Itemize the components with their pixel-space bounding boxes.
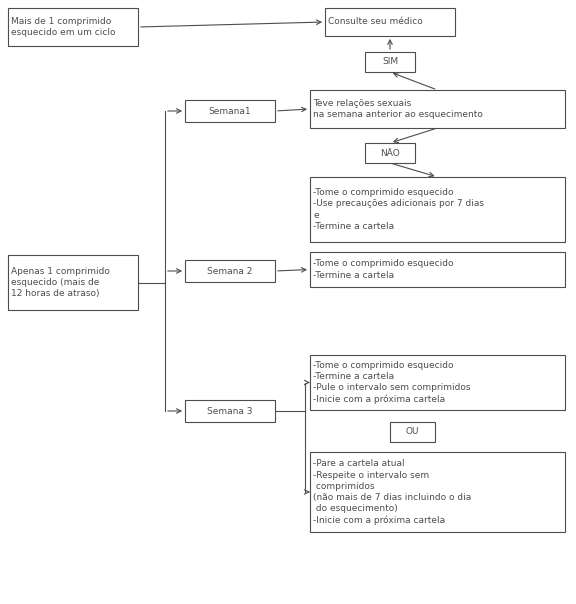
Bar (365, 143, 415, 163)
Bar (185, 100, 275, 122)
Bar (310, 177, 565, 242)
Text: Teve relações sexuais
na semana anterior ao esquecimento: Teve relações sexuais na semana anterior… (313, 99, 483, 119)
Text: Consulte seu médico: Consulte seu médico (328, 18, 423, 27)
Bar (310, 355, 565, 410)
Text: Apenas 1 comprimido
esquecido (mais de
12 horas de atraso): Apenas 1 comprimido esquecido (mais de 1… (11, 267, 110, 298)
Bar (185, 400, 275, 422)
Text: -Tome o comprimido esquecido
-Termine a cartela
-Pule o intervalo sem comprimido: -Tome o comprimido esquecido -Termine a … (313, 361, 471, 404)
Text: SIM: SIM (382, 57, 398, 66)
Bar (310, 252, 565, 287)
Text: -Tome o comprimido esquecido
-Use precauções adicionais por 7 dias
e
-Termine a : -Tome o comprimido esquecido -Use precau… (313, 188, 484, 231)
Bar (390, 422, 435, 442)
Bar (310, 90, 565, 128)
Bar (325, 8, 455, 36)
Text: Semana 3: Semana 3 (207, 406, 253, 416)
Text: Semana 2: Semana 2 (207, 266, 253, 275)
Text: NÃO: NÃO (380, 149, 400, 158)
Text: Mais de 1 comprimido
esquecido em um ciclo: Mais de 1 comprimido esquecido em um cic… (11, 17, 116, 37)
Bar (8, 8, 138, 46)
Text: OU: OU (406, 428, 419, 437)
Bar (310, 452, 565, 532)
Bar (8, 255, 138, 310)
Text: -Tome o comprimido esquecido
-Termine a cartela: -Tome o comprimido esquecido -Termine a … (313, 260, 453, 280)
Text: -Pare a cartela atual
-Respeite o intervalo sem
 comprimidos
(não mais de 7 dias: -Pare a cartela atual -Respeite o interv… (313, 460, 471, 525)
Bar (185, 260, 275, 282)
Text: Semana1: Semana1 (209, 106, 251, 115)
Bar (365, 52, 415, 72)
